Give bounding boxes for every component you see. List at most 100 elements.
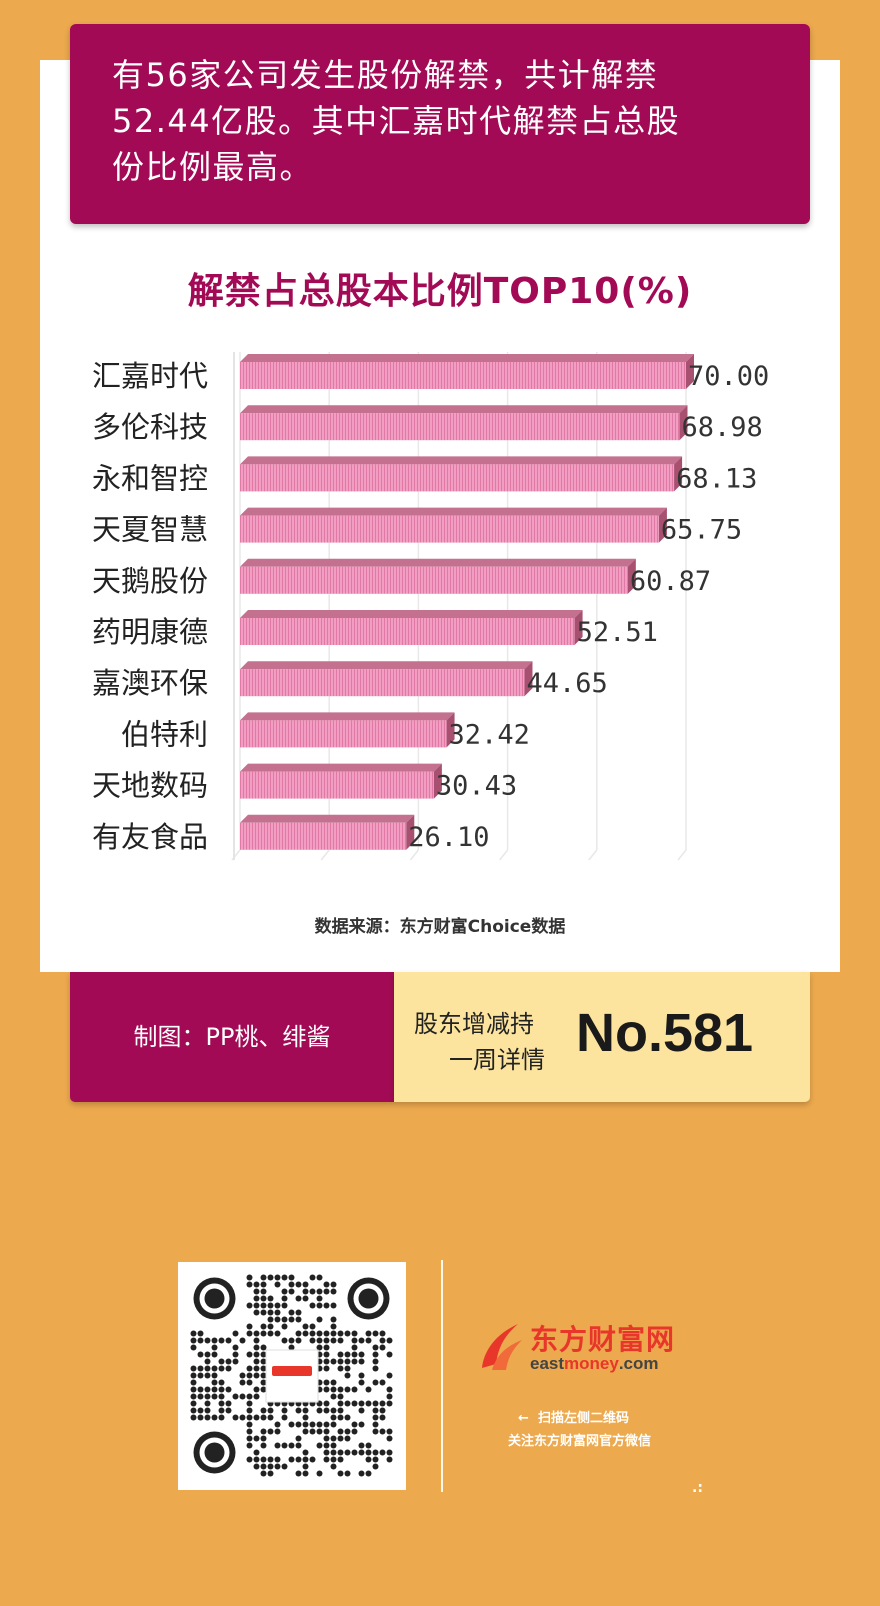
qr-module	[281, 1337, 288, 1344]
brand-domain-part1: east	[530, 1354, 565, 1373]
qr-module	[323, 1358, 330, 1365]
qr-module	[379, 1449, 386, 1456]
qr-module	[260, 1372, 267, 1379]
qr-module	[260, 1442, 267, 1449]
qr-module	[344, 1470, 351, 1477]
qr-module	[253, 1330, 260, 1337]
qr-module	[295, 1295, 302, 1302]
qr-module	[281, 1414, 288, 1421]
qr-module	[253, 1456, 260, 1463]
qr-module	[211, 1351, 218, 1358]
qr-module	[246, 1435, 253, 1442]
qr-module	[225, 1400, 232, 1407]
qr-module	[323, 1400, 330, 1407]
qr-module	[372, 1456, 379, 1463]
qr-module	[204, 1358, 211, 1365]
bar-top-face	[240, 610, 583, 618]
qr-module	[309, 1274, 316, 1281]
qr-module	[316, 1295, 323, 1302]
qr-module	[281, 1442, 288, 1449]
qr-module	[295, 1407, 302, 1414]
qr-module	[309, 1302, 316, 1309]
category-label: 天鹅股份	[92, 564, 208, 598]
category-label: 药明康德	[92, 615, 208, 649]
qr-module	[386, 1372, 393, 1379]
bar-side-face	[674, 456, 683, 492]
qr-module	[295, 1281, 302, 1288]
qr-module	[204, 1393, 211, 1400]
qr-module	[295, 1442, 302, 1449]
qr-module	[260, 1358, 267, 1365]
qr-module	[330, 1442, 337, 1449]
qr-module	[337, 1393, 344, 1400]
bar-side-face	[658, 507, 667, 543]
qr-module	[246, 1274, 253, 1281]
qr-module	[358, 1421, 365, 1428]
qr-module	[379, 1344, 386, 1351]
qr-module	[246, 1414, 253, 1421]
qr-module	[288, 1442, 295, 1449]
bar-side-face	[433, 763, 442, 799]
qr-module	[372, 1365, 379, 1372]
qr-module	[274, 1281, 281, 1288]
qr-module	[379, 1379, 386, 1386]
qr-module	[365, 1470, 372, 1477]
qr-module	[190, 1407, 197, 1414]
qr-module	[330, 1463, 337, 1470]
qr-module	[386, 1393, 393, 1400]
qr-module	[260, 1295, 267, 1302]
value-label: 44.65	[526, 668, 607, 699]
brand-name: 东方财富网	[530, 1323, 676, 1356]
qr-module	[274, 1330, 281, 1337]
qr-module	[295, 1309, 302, 1316]
qr-module	[365, 1449, 372, 1456]
qr-module	[302, 1456, 309, 1463]
qr-module	[267, 1274, 274, 1281]
qr-module	[260, 1288, 267, 1295]
qr-module	[260, 1281, 267, 1288]
qr-module	[323, 1449, 330, 1456]
qr-module	[372, 1351, 379, 1358]
qr-module	[225, 1337, 232, 1344]
bar-side-face	[686, 354, 694, 389]
value-label: 52.51	[577, 617, 658, 648]
qr-module	[260, 1330, 267, 1337]
qr-module	[386, 1400, 393, 1407]
qr-module	[246, 1365, 253, 1372]
qr-module	[344, 1414, 351, 1421]
qr-code-icon[interactable]	[178, 1262, 406, 1490]
qr-module	[372, 1344, 379, 1351]
qr-module	[379, 1428, 386, 1435]
follow-hint: 关注东方财富网官方微信	[508, 1434, 652, 1449]
qr-module	[260, 1344, 267, 1351]
qr-module	[260, 1386, 267, 1393]
qr-module	[330, 1414, 337, 1421]
bar-side-face	[406, 814, 415, 850]
qr-module	[351, 1449, 358, 1456]
qr-module	[253, 1449, 260, 1456]
qr-module	[330, 1281, 337, 1288]
qr-module	[218, 1414, 225, 1421]
qr-module	[309, 1323, 316, 1330]
qr-module	[330, 1386, 337, 1393]
qr-module	[330, 1393, 337, 1400]
qr-module	[323, 1428, 330, 1435]
qr-module	[316, 1330, 323, 1337]
qr-module	[253, 1288, 260, 1295]
qr-module	[267, 1295, 274, 1302]
qr-module	[253, 1386, 260, 1393]
qr-module	[372, 1358, 379, 1365]
qr-center-mark	[272, 1366, 312, 1376]
qr-module	[253, 1393, 260, 1400]
qr-module	[309, 1421, 316, 1428]
qr-module	[302, 1323, 309, 1330]
qr-module	[330, 1358, 337, 1365]
qr-module	[302, 1295, 309, 1302]
qr-module	[344, 1358, 351, 1365]
qr-module	[337, 1358, 344, 1365]
qr-module	[309, 1428, 316, 1435]
qr-module	[253, 1309, 260, 1316]
qr-module	[260, 1435, 267, 1442]
qr-module	[288, 1274, 295, 1281]
qr-module	[330, 1379, 337, 1386]
